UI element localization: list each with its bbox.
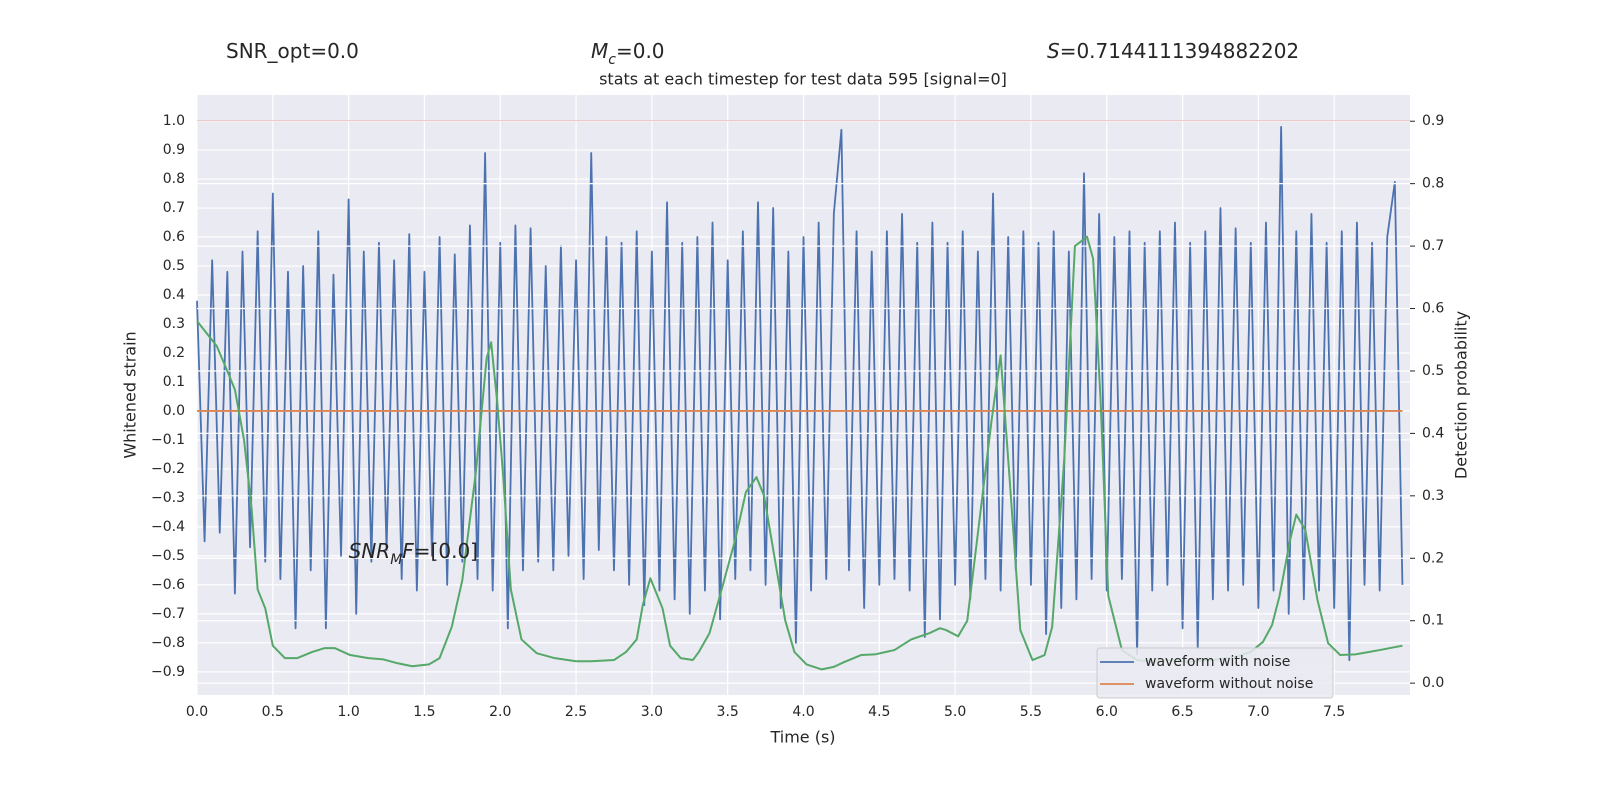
chart-title: stats at each timestep for test data 595… [599,70,1007,89]
text-part: =0.0 [616,39,665,63]
x-tick-label: 0.5 [262,704,284,720]
y2-tick-label: 0.1 [1422,613,1444,629]
y-tick-label: 0.2 [163,345,185,361]
x-tick-label: 7.0 [1247,704,1269,720]
y-tick-label: 0.0 [163,403,185,419]
y-tick-label: 0.7 [163,200,185,216]
text-part: M [591,39,608,63]
text-part: S [1047,39,1060,63]
x-tick-label: 2.5 [565,704,587,720]
x-tick-label: 3.0 [641,704,663,720]
y-tick-label: 0.6 [163,229,185,245]
legend-label: waveform with noise [1145,654,1290,670]
x-tick-label: 6.0 [1096,704,1118,720]
header-text: Mc=0.0 [591,39,665,69]
text-part: F [402,538,414,562]
y-tick-label: 0.4 [163,287,185,303]
y-tick-label: −0.6 [151,577,185,593]
y-tick-label: −0.4 [151,519,185,535]
x-axis-label: Time (s) [769,728,835,747]
x-tick-label: 3.5 [717,704,739,720]
text-part: SNR [349,538,391,562]
y-tick-label: −0.3 [151,490,185,506]
text-part: SNR_opt=0.0 [226,39,359,63]
y-tick-label: −0.2 [151,461,185,477]
x-tick-label: 7.5 [1323,704,1345,720]
text-part: M [390,552,402,568]
x-tick-label: 1.5 [413,704,435,720]
x-tick-label: 4.0 [792,704,814,720]
y2-tick-label: 0.0 [1422,675,1444,691]
y-tick-label: 0.5 [163,258,185,274]
x-tick-label: 1.0 [337,704,359,720]
y-tick-label: 0.1 [163,374,185,390]
legend: waveform with noise waveform without nois… [1096,647,1334,699]
text-part: =[0.0] [414,538,478,562]
annotation: SNRMF=[0.0] [349,538,478,568]
y2-tick-label: 0.8 [1422,176,1444,192]
y-tick-label: 0.3 [163,316,185,332]
legend-label: waveform without noise [1145,676,1313,692]
y2-axis-label: Detection probability [1452,311,1471,479]
x-tick-label: 5.0 [944,704,966,720]
text-part: =0.7144111394882202 [1060,39,1299,63]
y-tick-label: 1.0 [163,113,185,129]
text-part: c [608,52,616,68]
y2-tick-label: 0.2 [1422,550,1444,566]
series-line [196,125,1404,662]
x-tick-label: 2.0 [489,704,511,720]
y-tick-label: 0.9 [163,142,185,158]
x-tick-label: 4.5 [868,704,890,720]
y-tick-label: 0.8 [163,171,185,187]
upper-layer [196,120,1415,684]
y2-tick-label: 0.7 [1422,238,1444,254]
y-tick-label: −0.5 [151,548,185,564]
x-tick-label: 5.5 [1020,704,1042,720]
y-tick-label: −0.7 [151,606,185,622]
y2-tick-label: 0.5 [1422,363,1444,379]
y-tick-label: −0.9 [151,664,185,680]
y-tick-label: −0.1 [151,432,185,448]
legend-box [1096,647,1334,699]
y2-tick-label: 0.3 [1422,488,1444,504]
header-text: SNR_opt=0.0 [226,39,359,63]
y2-tick-label: 0.9 [1422,113,1444,129]
y2-tick-label: 0.4 [1422,425,1444,441]
header-text: S=0.7144111394882202 [1047,39,1299,63]
x-tick-label: 0.0 [186,704,208,720]
y2-tick-label: 0.6 [1422,301,1444,317]
x-tick-label: 6.5 [1171,704,1193,720]
y-axis-label: Whitened strain [121,331,140,458]
y-tick-label: −0.8 [151,635,185,651]
